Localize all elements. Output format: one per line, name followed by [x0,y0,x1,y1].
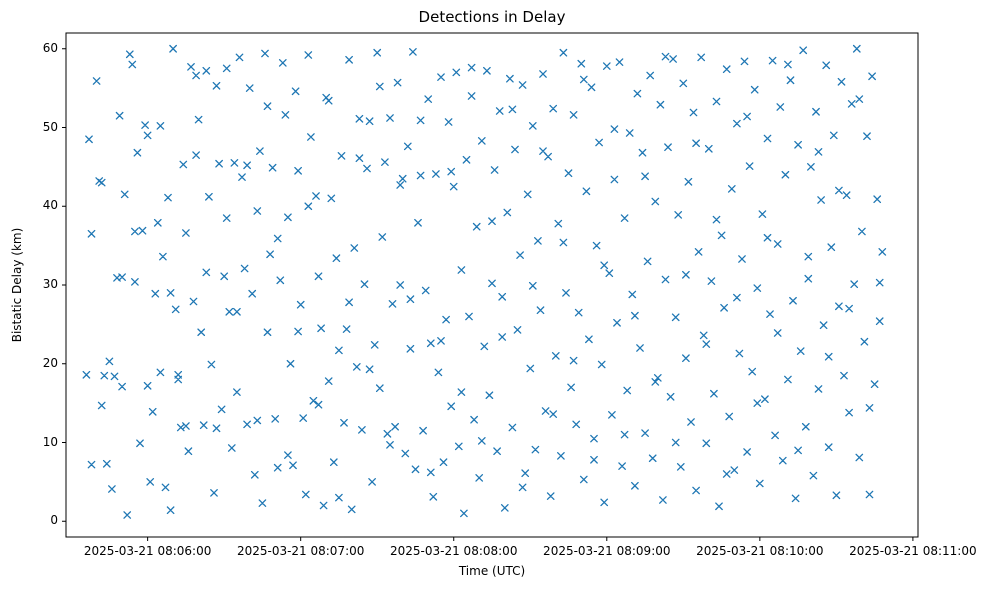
x-axis-label: Time (UTC) [458,564,526,578]
y-tick-label: 60 [42,40,58,55]
scatter-markers [82,44,887,519]
y-tick-label: 30 [42,277,58,291]
x-tick-label: 2025-03-21 08:07:00 [236,544,365,558]
y-tick-label: 40 [42,198,58,213]
y-tick-label: 10 [42,434,58,449]
y-tick-label: 20 [42,355,58,370]
chart-title: Detections in Delay [418,8,566,26]
x-tick-label: 2025-03-21 08:09:00 [543,544,671,558]
y-tick-label: 0 [50,513,58,528]
x-tick-label: 2025-03-21 08:06:00 [83,544,212,558]
y-tick-label: 50 [42,119,58,134]
x-tick-label: 2025-03-21 08:10:00 [696,544,824,558]
x-tick-label: 2025-03-21 08:11:00 [849,544,977,558]
x-tick-label: 2025-03-21 08:08:00 [390,544,518,558]
tick-marks [62,48,914,541]
axes-frame [65,32,919,538]
